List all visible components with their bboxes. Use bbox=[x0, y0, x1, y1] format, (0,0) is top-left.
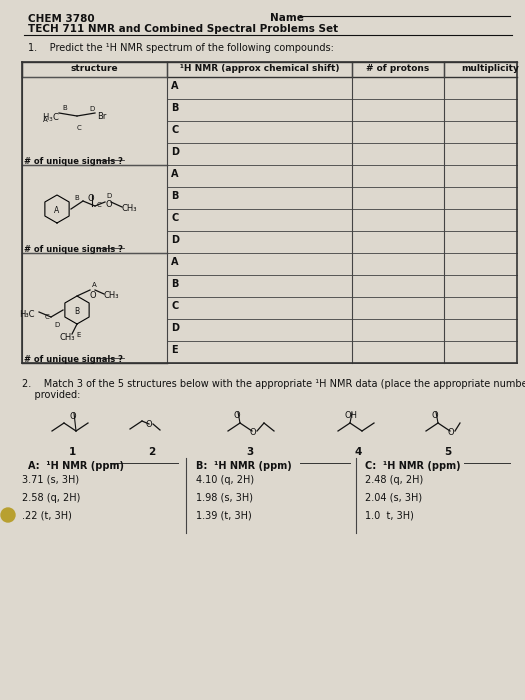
Text: B: B bbox=[62, 105, 67, 111]
Text: 4.10 (q, 2H): 4.10 (q, 2H) bbox=[196, 475, 254, 485]
Text: multiplicity: multiplicity bbox=[461, 64, 519, 73]
Text: Br: Br bbox=[97, 112, 107, 121]
Text: A: A bbox=[171, 169, 178, 179]
Text: CH₃: CH₃ bbox=[104, 291, 120, 300]
Text: .22 (t, 3H): .22 (t, 3H) bbox=[22, 511, 72, 521]
Text: B: B bbox=[75, 307, 80, 316]
Text: D: D bbox=[89, 106, 94, 112]
Text: C: C bbox=[77, 125, 81, 131]
Text: Name: Name bbox=[270, 13, 304, 23]
Text: 2.48 (q, 2H): 2.48 (q, 2H) bbox=[365, 475, 423, 485]
Text: structure: structure bbox=[71, 64, 118, 73]
Text: D: D bbox=[171, 323, 179, 333]
Text: 3.71 (s, 3H): 3.71 (s, 3H) bbox=[22, 475, 79, 485]
Text: 1.98 (s, 3H): 1.98 (s, 3H) bbox=[196, 493, 253, 503]
Text: D: D bbox=[55, 322, 60, 328]
Text: CHEM 3780: CHEM 3780 bbox=[28, 14, 94, 24]
Text: E: E bbox=[76, 332, 80, 338]
Text: E: E bbox=[171, 345, 177, 355]
Text: OH: OH bbox=[344, 411, 358, 420]
Text: CH₃: CH₃ bbox=[59, 333, 75, 342]
Text: 2: 2 bbox=[149, 447, 155, 457]
Text: provided:: provided: bbox=[22, 390, 80, 400]
Text: D: D bbox=[171, 147, 179, 157]
Text: CH₃: CH₃ bbox=[122, 204, 138, 213]
Circle shape bbox=[1, 508, 15, 522]
Text: A:  ¹H NMR (ppm): A: ¹H NMR (ppm) bbox=[28, 461, 124, 471]
Text: B: B bbox=[171, 279, 178, 289]
Text: 1.39 (t, 3H): 1.39 (t, 3H) bbox=[196, 511, 252, 521]
Text: 4: 4 bbox=[354, 447, 362, 457]
Text: 1.0  t, 3H): 1.0 t, 3H) bbox=[365, 511, 414, 521]
Text: B: B bbox=[171, 103, 178, 113]
Text: O: O bbox=[448, 428, 454, 437]
Text: B:  ¹H NMR (ppm): B: ¹H NMR (ppm) bbox=[196, 461, 292, 471]
Text: # of unique signals ?: # of unique signals ? bbox=[24, 245, 123, 254]
Text: 5: 5 bbox=[444, 447, 452, 457]
Text: 1: 1 bbox=[68, 447, 76, 457]
Text: O: O bbox=[250, 428, 256, 437]
Text: 2.04 (s, 3H): 2.04 (s, 3H) bbox=[365, 493, 422, 503]
Text: 2.    Match 3 of the 5 structures below with the appropriate ¹H NMR data (place : 2. Match 3 of the 5 structures below wit… bbox=[22, 379, 525, 389]
Text: O: O bbox=[432, 411, 438, 420]
Text: 3: 3 bbox=[246, 447, 254, 457]
Text: O: O bbox=[70, 412, 76, 421]
Text: C: C bbox=[171, 125, 178, 135]
Text: 1.    Predict the ¹H NMR spectrum of the following compounds:: 1. Predict the ¹H NMR spectrum of the fo… bbox=[28, 43, 334, 53]
Text: O: O bbox=[105, 200, 112, 209]
Text: A: A bbox=[92, 282, 97, 288]
Text: A: A bbox=[43, 117, 48, 123]
Text: A: A bbox=[171, 81, 178, 91]
Text: O: O bbox=[146, 420, 152, 429]
Text: D: D bbox=[107, 193, 112, 199]
Text: D: D bbox=[171, 235, 179, 245]
Text: B: B bbox=[75, 195, 79, 201]
Text: C: C bbox=[97, 202, 102, 208]
Text: 2.58 (q, 2H): 2.58 (q, 2H) bbox=[22, 493, 80, 503]
Text: # of unique signals ?: # of unique signals ? bbox=[24, 355, 123, 364]
Text: C: C bbox=[44, 314, 49, 320]
Text: ¹H NMR (approx chemical shift): ¹H NMR (approx chemical shift) bbox=[180, 64, 339, 73]
Text: C: C bbox=[171, 301, 178, 311]
Text: C: C bbox=[171, 213, 178, 223]
Text: B: B bbox=[171, 191, 178, 201]
Text: C:  ¹H NMR (ppm): C: ¹H NMR (ppm) bbox=[365, 461, 460, 471]
Text: TECH 711 NMR and Combined Spectral Problems Set: TECH 711 NMR and Combined Spectral Probl… bbox=[28, 24, 338, 34]
Text: O: O bbox=[234, 411, 240, 420]
Text: O: O bbox=[90, 291, 97, 300]
Text: H$_3$C: H$_3$C bbox=[42, 111, 60, 123]
Text: A: A bbox=[171, 257, 178, 267]
Text: # of protons: # of protons bbox=[366, 64, 429, 73]
Text: H₃C: H₃C bbox=[19, 310, 35, 319]
Text: A: A bbox=[55, 206, 60, 215]
Text: # of unique signals ?: # of unique signals ? bbox=[24, 157, 123, 166]
Text: O: O bbox=[88, 194, 94, 203]
